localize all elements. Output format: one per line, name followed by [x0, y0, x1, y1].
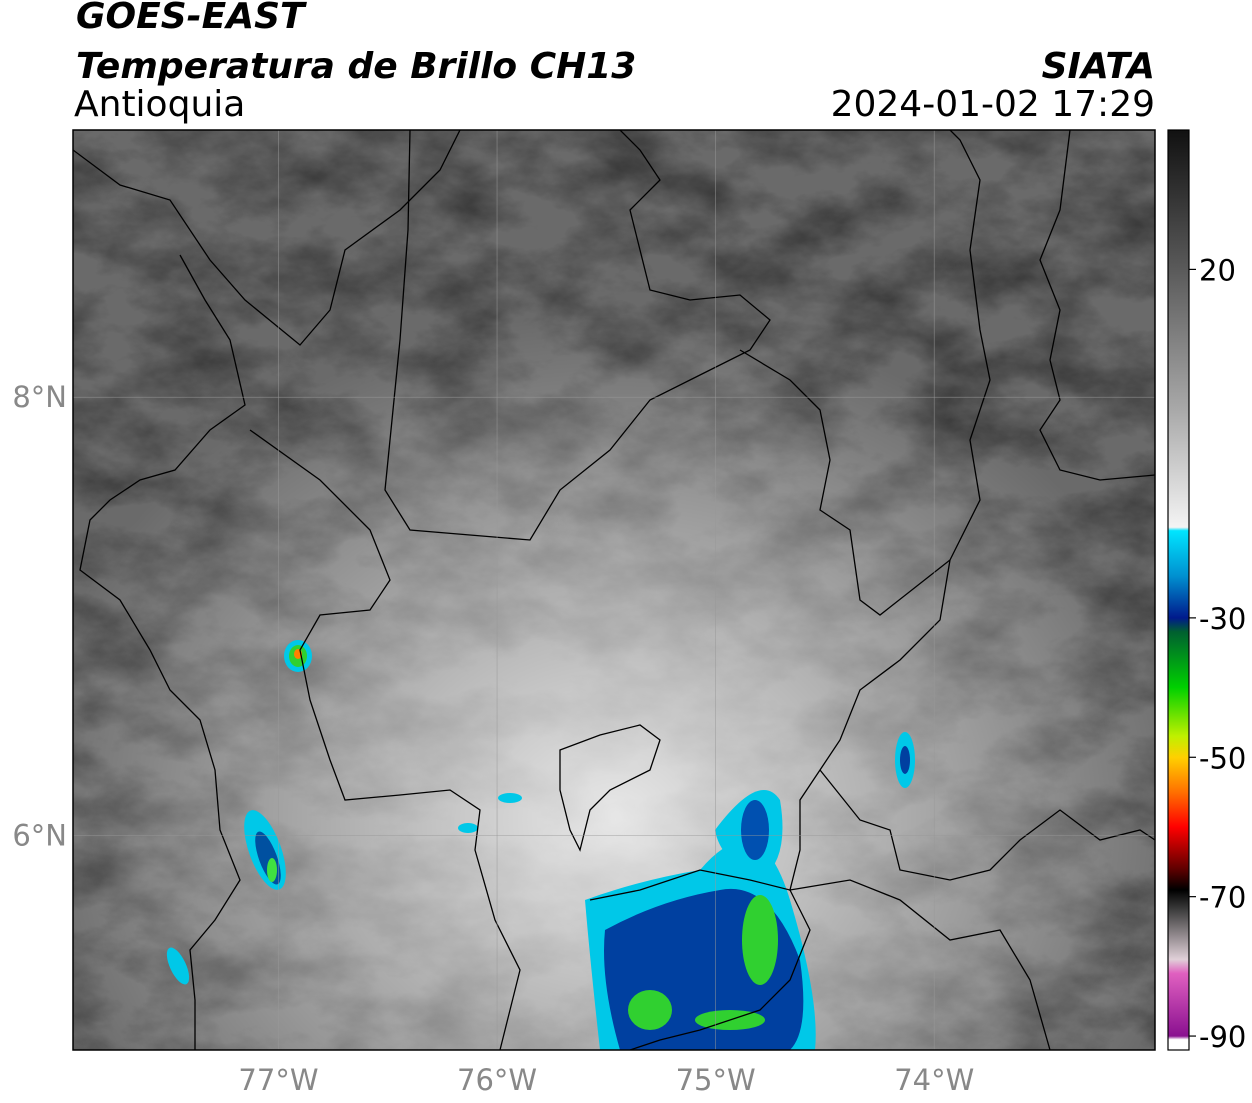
title: GOES-EAST: [76, 0, 307, 37]
colorbar-fill: [1168, 130, 1189, 1050]
x-tick-label: 76°W: [457, 1063, 537, 1097]
colorbar-tick-label: -30: [1199, 602, 1246, 636]
x-tick-label: 74°W: [894, 1063, 974, 1097]
borders: [73, 130, 1155, 1050]
source: SIATA: [1042, 46, 1155, 87]
colorbar-tick-label: 20: [1199, 253, 1236, 287]
colorbar-tick-label: -70: [1199, 881, 1246, 915]
colorbar-tick-label: -90: [1199, 1020, 1246, 1054]
timestamp: 2024-01-02 17:29: [831, 84, 1155, 125]
region: Antioquia: [74, 84, 245, 125]
x-tick-label: 75°W: [676, 1063, 756, 1097]
map-image: [73, 130, 1155, 1050]
x-tick-label: 77°W: [238, 1063, 318, 1097]
y-tick-label: 6°N: [12, 818, 67, 852]
colorbar: 20 -30 -50 -70 -90: [1167, 129, 1246, 1054]
y-tick-label: 8°N: [12, 380, 67, 414]
colorbar-tick-label: -50: [1199, 741, 1246, 775]
graticule: [73, 130, 1155, 1050]
colorbar-frame: [1167, 129, 1190, 1051]
subtitle: Temperatura de Brillo CH13: [76, 46, 636, 87]
map-frame: [72, 129, 1156, 1051]
